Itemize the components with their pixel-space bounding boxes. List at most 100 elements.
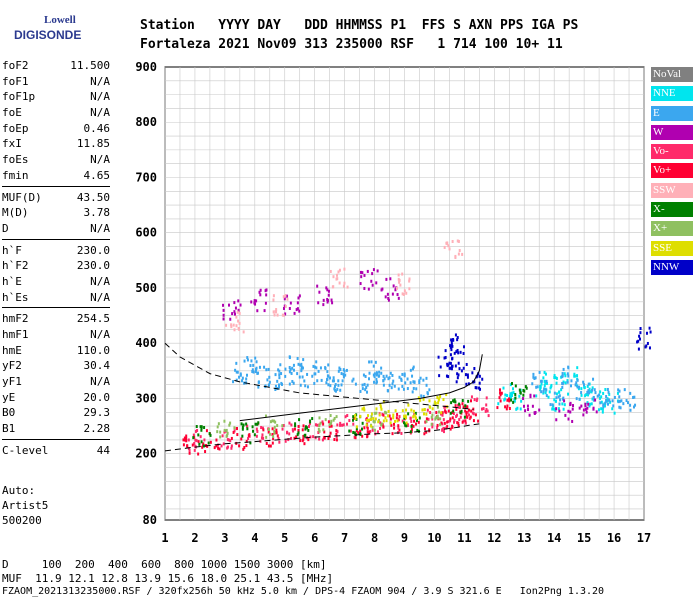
echo-point [618, 389, 621, 393]
echo-point [255, 360, 258, 364]
echo-point [574, 383, 577, 387]
echo-point [378, 374, 381, 378]
param-row: M(D) 3.78 [2, 205, 110, 221]
echo-point [292, 368, 295, 372]
echo-point [273, 425, 276, 429]
echo-point [359, 389, 362, 393]
echo-point [555, 381, 558, 385]
echo-point [314, 436, 317, 440]
echo-point [317, 301, 320, 305]
echo-point [411, 390, 414, 394]
echo-point [223, 419, 226, 423]
echo-point [439, 365, 442, 369]
echo-point [616, 391, 619, 395]
echo-point [608, 392, 611, 396]
echo-point [524, 409, 527, 413]
echo-point [431, 417, 434, 421]
echo-point [317, 431, 320, 435]
echo-point [333, 416, 336, 420]
echo-point [450, 367, 453, 371]
echo-point [264, 414, 267, 418]
echo-point [527, 407, 530, 411]
echo-point [371, 283, 374, 287]
echo-point [332, 418, 335, 422]
echo-point [379, 421, 382, 425]
echo-point [457, 239, 460, 243]
echo-point [449, 417, 452, 421]
echo-point [413, 419, 416, 423]
legend-item: E [651, 105, 693, 121]
legend-item: X+ [651, 221, 693, 237]
echo-point [194, 444, 197, 448]
echo-point [606, 387, 609, 391]
echo-point [576, 366, 579, 370]
echo-point [276, 424, 279, 428]
echo-point [422, 394, 425, 398]
echo-point [563, 372, 566, 376]
echo-point [273, 431, 276, 435]
echo-point [426, 391, 429, 395]
echo-point [185, 436, 188, 440]
echo-point [484, 409, 487, 413]
echo-point [387, 377, 390, 381]
auto-version: 500200 [2, 514, 42, 527]
echo-point [284, 374, 287, 378]
echo-point [533, 394, 536, 398]
echo-point [235, 361, 238, 365]
echo-point [311, 374, 314, 378]
echo-point [436, 395, 439, 399]
echo-point [499, 391, 502, 395]
echo-point [455, 413, 458, 417]
echo-point [274, 309, 277, 313]
param-key: yF2 [2, 359, 22, 373]
echo-point [391, 432, 394, 436]
echo-point [452, 409, 455, 413]
echo-point [646, 341, 649, 345]
echo-point [435, 411, 438, 415]
echo-point [532, 372, 535, 376]
echo-point [467, 413, 470, 417]
echo-point [218, 447, 221, 451]
echo-point [412, 365, 415, 369]
echo-point [457, 423, 460, 427]
echo-point [329, 414, 332, 418]
echo-point [392, 284, 395, 288]
echo-point [363, 408, 366, 412]
param-value: N/A [90, 328, 110, 341]
echo-point [183, 438, 186, 442]
echo-point [454, 333, 457, 337]
echo-point [370, 279, 373, 283]
echo-point [331, 379, 334, 383]
echo-point [555, 376, 558, 380]
echo-point [620, 399, 623, 403]
echo-point [296, 307, 299, 311]
x-tick-label: 10 [427, 531, 441, 545]
echo-point [453, 351, 456, 355]
echo-point [366, 390, 369, 394]
echo-point [260, 436, 263, 440]
echo-point [508, 397, 511, 401]
echo-point [223, 428, 226, 432]
echo-point [544, 391, 547, 395]
echo-point [587, 389, 590, 393]
echo-point [485, 408, 488, 412]
echo-point [387, 409, 390, 413]
echo-point [514, 384, 517, 388]
echo-point [337, 383, 340, 387]
echo-point [605, 398, 608, 402]
echo-point [580, 393, 583, 397]
echo-point [299, 363, 302, 367]
echo-point [389, 417, 392, 421]
echo-point [632, 395, 635, 399]
param-row: h`E N/A [2, 274, 110, 290]
echo-point [393, 426, 396, 430]
echo-point [553, 375, 556, 379]
echo-point [396, 412, 399, 416]
echo-point [213, 446, 216, 450]
param-key: B0 [2, 406, 16, 420]
echo-point [272, 435, 275, 439]
echo-point [542, 376, 545, 380]
echo-point [401, 292, 404, 296]
echo-point [425, 376, 428, 380]
echo-point [392, 413, 395, 417]
